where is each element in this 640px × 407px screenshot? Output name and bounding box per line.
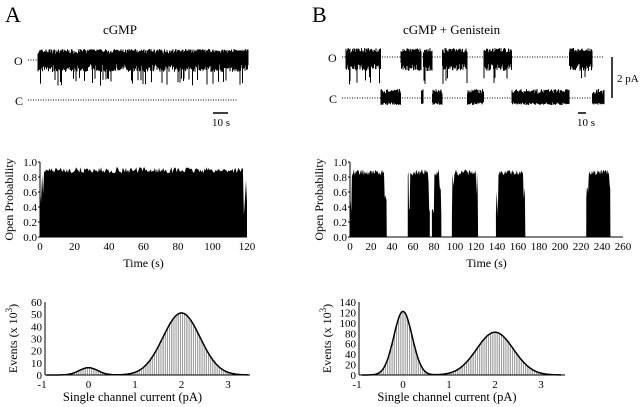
x-tick-label: 80 xyxy=(429,241,441,253)
time-scale-label-a: 10 s xyxy=(212,117,230,129)
x-tick-label: 120 xyxy=(239,241,256,253)
gaussian-fit-curve xyxy=(361,310,562,376)
open-probability-burst xyxy=(586,169,611,237)
x-tick-label: 180 xyxy=(531,241,548,253)
y-tick-label: 40 xyxy=(31,321,43,333)
x-tick-label: 2 xyxy=(179,379,185,391)
y-tick-label: 0 xyxy=(37,370,43,382)
x-tick-label: 200 xyxy=(552,241,569,253)
panel-letter-b: B xyxy=(312,2,327,27)
y-tick-label: 0.4 xyxy=(333,202,347,214)
x-tick-label: -1 xyxy=(37,379,46,391)
y-tick-label: 20 xyxy=(345,360,357,372)
condition-label-a: cGMP xyxy=(103,22,137,37)
open-probability-chart-b: 0.0 0.2 0.4 0.6 0.8 1.0 0 20 40 60 80 100 120 140 160 1… xyxy=(312,157,632,270)
y-tick-label: 0.2 xyxy=(333,217,347,229)
x-tick-label: 0 xyxy=(37,241,43,253)
x-tick-label: 100 xyxy=(204,241,221,253)
y-tick-label: 50 xyxy=(31,309,43,321)
current-trace-a xyxy=(37,49,249,86)
x-tick-label: 20 xyxy=(69,241,81,253)
y-tick-label: 0.0 xyxy=(23,232,37,244)
x-tick-label: 2 xyxy=(492,379,498,391)
y-axis-label: Open Probability xyxy=(2,158,16,240)
y-tick-label: 40 xyxy=(345,349,357,361)
open-probability-chart-a: 0.0 0.2 0.4 0.6 0.8 1.0 0 20 40 60 80 100 120 Time (s… xyxy=(2,157,256,270)
y-tick-label: 0.6 xyxy=(23,187,37,199)
x-tick-label: 60 xyxy=(138,241,150,253)
x-tick-label: 0 xyxy=(86,379,92,391)
y-tick-label: 0.4 xyxy=(23,202,37,214)
y-tick-label: 0.8 xyxy=(333,172,347,184)
x-tick-label: 80 xyxy=(173,241,185,253)
y-axis-label: Events (x 103) xyxy=(4,304,20,373)
y-axis-label: Open Probability xyxy=(312,158,326,240)
y-axis-label-close: ) xyxy=(320,304,334,308)
current-scale-label: 2 pA xyxy=(617,73,639,85)
y-tick-label: 120 xyxy=(340,307,357,319)
y-tick-label: 0 xyxy=(351,370,357,382)
y-tick-label: 0.8 xyxy=(23,172,37,184)
panel-letter-a: A xyxy=(5,2,21,27)
x-tick-label: 120 xyxy=(468,241,485,253)
time-scale-label-b: 10 s xyxy=(577,117,595,129)
y-tick-label: 100 xyxy=(340,318,357,330)
x-tick-label: 0 xyxy=(400,379,406,391)
x-tick-label: 0 xyxy=(347,241,353,253)
y-tick-label: 0.0 xyxy=(333,232,347,244)
x-tick-label: 1 xyxy=(446,379,452,391)
y-axis-label-close: ) xyxy=(6,304,20,308)
x-axis-label: Time (s) xyxy=(123,256,164,270)
open-probability-burst xyxy=(350,169,387,237)
y-tick-label: 30 xyxy=(31,334,43,346)
open-probability-burst xyxy=(495,169,526,237)
y-tick-label: 0.6 xyxy=(333,187,347,199)
x-axis-label: Single channel current (pA) xyxy=(63,390,202,404)
x-tick-label: 20 xyxy=(366,241,378,253)
x-tick-label: 140 xyxy=(489,241,506,253)
y-tick-label: 10 xyxy=(31,358,43,370)
y-tick-label: 140 xyxy=(340,297,357,309)
x-tick-label: 3 xyxy=(538,379,544,391)
condition-label-b: cGMP + Genistein xyxy=(403,22,501,37)
x-axis-label: Single channel current (pA) xyxy=(377,390,516,404)
current-trace-path xyxy=(37,49,249,86)
current-trace-path xyxy=(345,48,605,105)
open-label-a: O xyxy=(14,54,23,68)
closed-label-b: C xyxy=(329,92,337,106)
x-tick-label: 260 xyxy=(615,241,632,253)
y-tick-label: 1.0 xyxy=(23,157,37,169)
y-tick-label: 60 xyxy=(31,297,43,309)
open-probability-burst xyxy=(451,169,479,237)
closed-label-a: C xyxy=(15,94,23,108)
y-tick-label: 20 xyxy=(31,346,43,358)
x-tick-label: -1 xyxy=(352,379,361,391)
open-label-b: O xyxy=(328,51,337,65)
x-tick-label: 1 xyxy=(132,379,138,391)
y-tick-label: 80 xyxy=(345,328,357,340)
x-tick-label: 160 xyxy=(510,241,527,253)
x-tick-label: 3 xyxy=(225,379,231,391)
y-tick-label: 0.2 xyxy=(23,217,37,229)
y-tick-label: 1.0 xyxy=(333,157,347,169)
gaussian-fit-curve xyxy=(46,312,249,376)
current-trace-b xyxy=(345,48,605,105)
x-tick-label: 60 xyxy=(408,241,420,253)
x-axis-label: Time (s) xyxy=(466,256,507,270)
y-tick-label: 60 xyxy=(345,339,357,351)
x-tick-label: 40 xyxy=(387,241,399,253)
y-axis-label: Events (x 103) xyxy=(318,304,334,373)
y-axis-label-exponent: 3 xyxy=(4,307,14,312)
x-tick-label: 220 xyxy=(573,241,590,253)
x-tick-label: 240 xyxy=(594,241,611,253)
x-tick-label: 40 xyxy=(104,241,116,253)
open-probability-burst xyxy=(431,169,442,237)
open-probability-burst xyxy=(40,167,247,237)
open-probability-burst xyxy=(407,169,430,237)
y-axis-label-exponent: 3 xyxy=(318,307,328,312)
x-tick-label: 100 xyxy=(447,241,464,253)
